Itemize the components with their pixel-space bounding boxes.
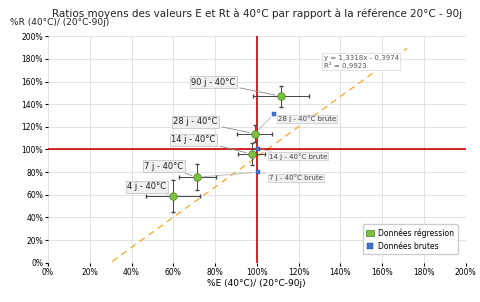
Point xyxy=(251,131,259,136)
Point xyxy=(277,94,285,99)
Legend: Données régression, Données brutes: Données régression, Données brutes xyxy=(362,224,457,254)
Text: 28 j - 40°C brute: 28 j - 40°C brute xyxy=(274,114,336,122)
Text: 7 j - 40°C brute: 7 j - 40°C brute xyxy=(262,173,323,181)
X-axis label: %E (40°C)/ (20°C-90j): %E (40°C)/ (20°C-90j) xyxy=(207,279,306,288)
Point xyxy=(248,152,255,156)
Text: 90 j - 40°C: 90 j - 40°C xyxy=(191,78,276,95)
Point xyxy=(193,175,201,180)
Text: 7 j - 40°C: 7 j - 40°C xyxy=(144,162,192,175)
Point xyxy=(169,194,177,198)
Text: 14 j - 40°C: 14 j - 40°C xyxy=(171,135,246,153)
Point xyxy=(254,170,262,175)
Point xyxy=(270,112,277,117)
Title: Ratios moyens des valeurs E et Rt à 40°C par rapport à la référence 20°C - 90j: Ratios moyens des valeurs E et Rt à 40°C… xyxy=(52,8,462,19)
Text: y = 1,3318x - 0,3974
R² = 0,9923: y = 1,3318x - 0,3974 R² = 0,9923 xyxy=(324,55,398,69)
Text: %R (40°C)/ (20°C-90j): %R (40°C)/ (20°C-90j) xyxy=(11,18,109,27)
Point xyxy=(254,146,262,151)
Text: 4 j - 40°C: 4 j - 40°C xyxy=(127,182,168,194)
Text: 14 j - 40°C brute: 14 j - 40°C brute xyxy=(262,150,327,159)
Text: 28 j - 40°C: 28 j - 40°C xyxy=(173,117,249,133)
